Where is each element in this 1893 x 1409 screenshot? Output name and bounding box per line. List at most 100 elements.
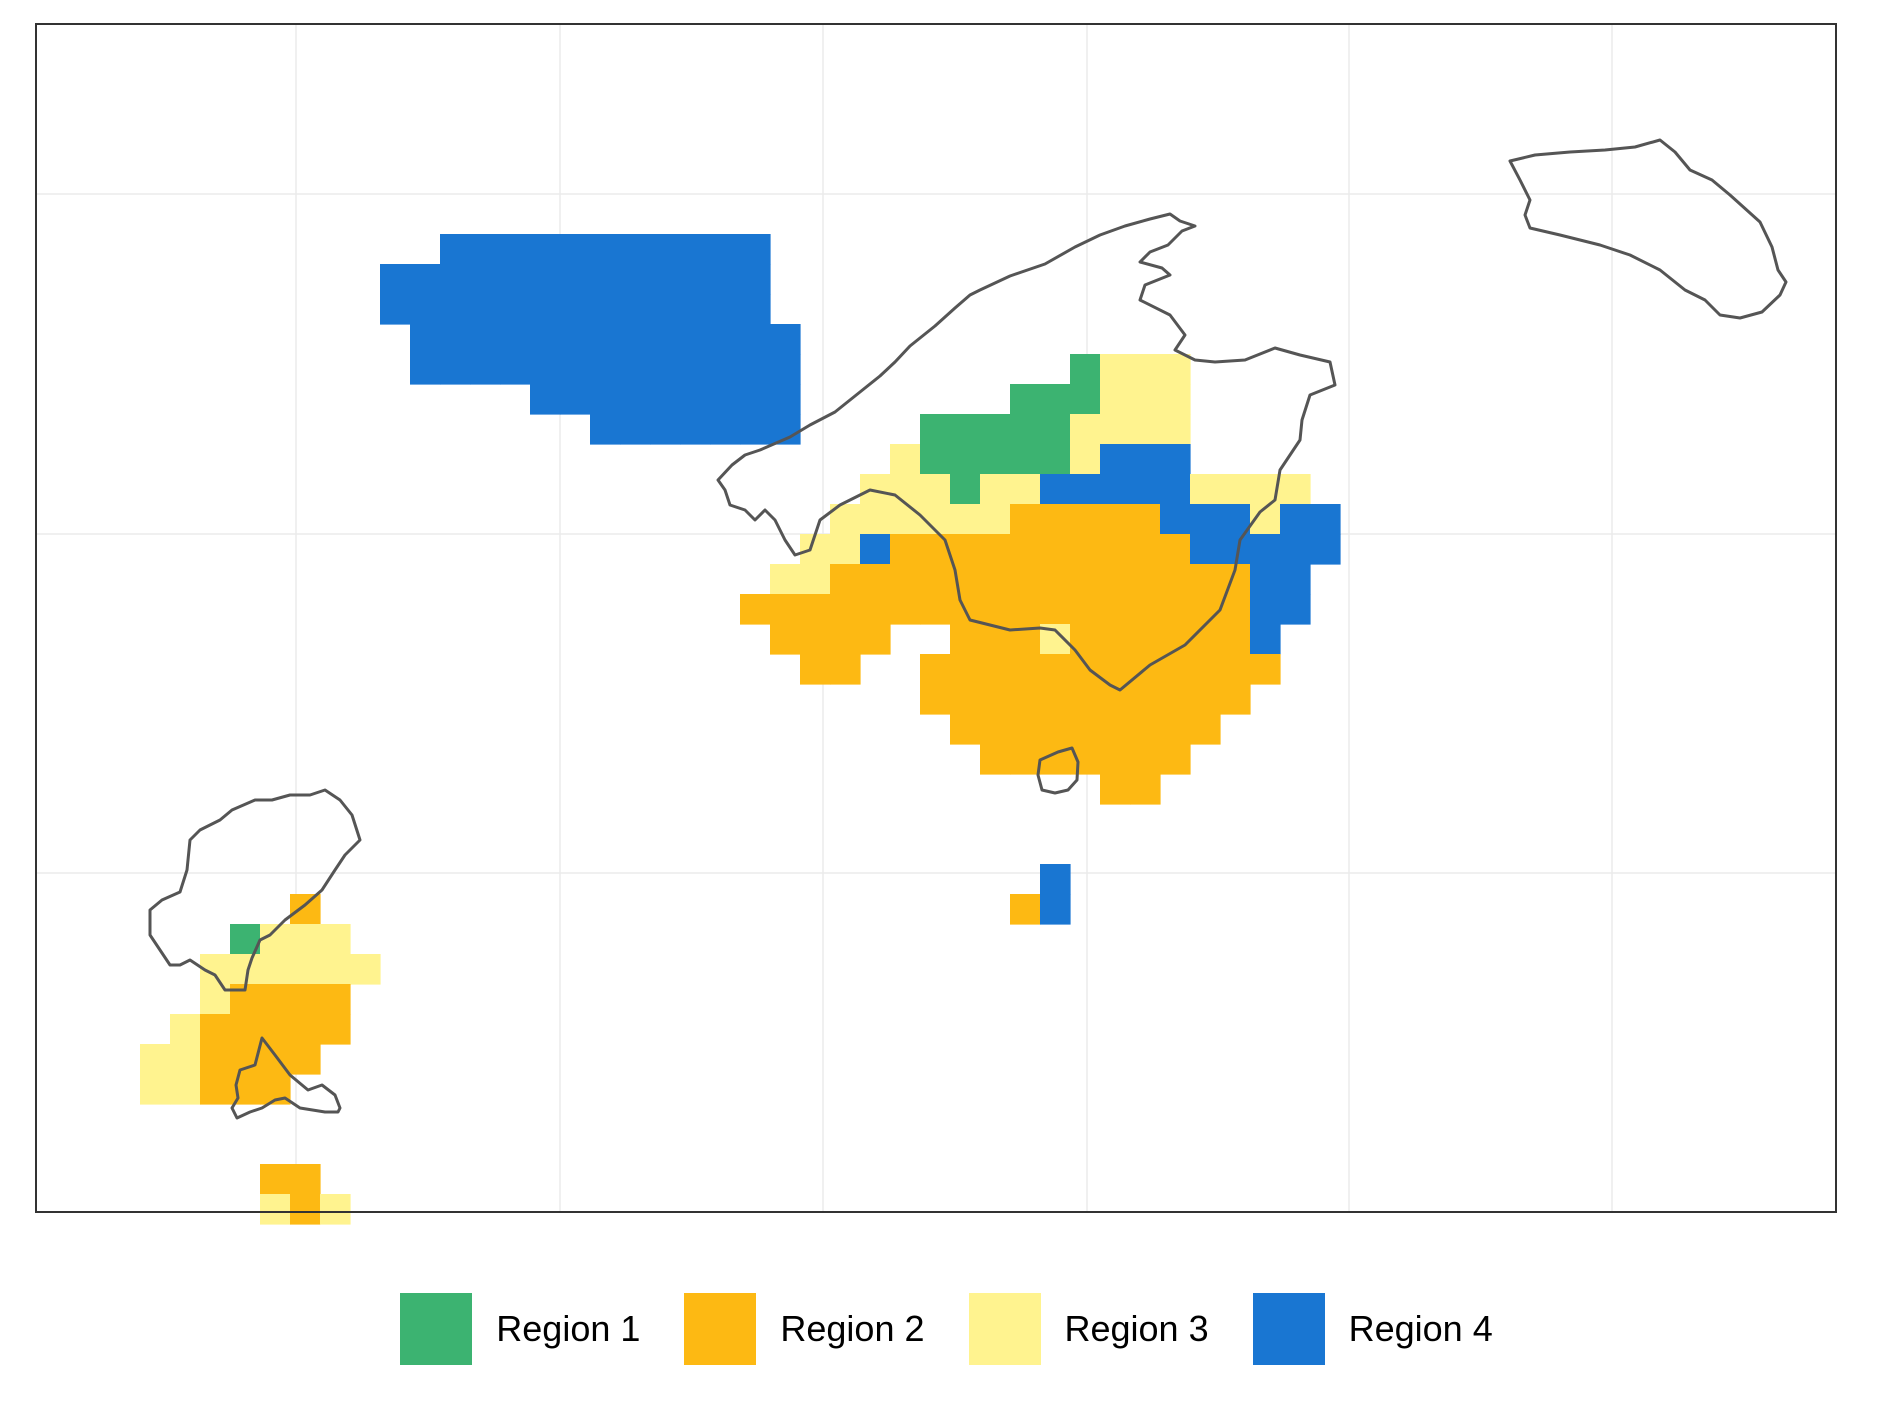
cell-region-4 (650, 324, 681, 355)
cell-region-4 (680, 234, 711, 265)
cell-region-4 (650, 234, 681, 265)
cell-region-4 (560, 264, 591, 295)
cell-region-4 (1280, 564, 1311, 595)
cell-region-4 (860, 534, 891, 565)
cell-region-4 (710, 324, 741, 355)
cell-region-2 (1160, 744, 1191, 775)
cell-region-4 (530, 354, 561, 385)
cell-region-2 (1130, 774, 1161, 805)
cell-region-4 (560, 354, 591, 385)
cell-region-4 (1250, 564, 1281, 595)
cell-region-2 (1190, 594, 1221, 625)
cell-region-3 (320, 924, 351, 955)
cell-region-4 (1100, 474, 1131, 505)
cell-region-2 (200, 1074, 231, 1105)
cell-region-2 (1070, 714, 1101, 745)
cell-region-2 (920, 564, 951, 595)
cell-region-2 (770, 594, 801, 625)
cell-region-4 (680, 324, 711, 355)
cell-region-4 (770, 354, 801, 385)
cell-region-1 (950, 414, 981, 445)
cell-region-4 (710, 294, 741, 325)
legend-key-region-2 (684, 1293, 757, 1365)
cell-region-4 (470, 264, 501, 295)
cell-region-2 (260, 984, 291, 1015)
panel-border (35, 23, 1837, 1213)
cell-region-4 (710, 384, 741, 415)
cell-region-3 (1130, 384, 1161, 415)
cell-region-3 (860, 474, 891, 505)
cell-region-2 (1010, 534, 1041, 565)
cell-region-4 (560, 234, 591, 265)
cell-region-4 (590, 324, 621, 355)
cell-region-3 (1100, 414, 1131, 445)
cell-region-2 (1190, 714, 1221, 745)
cell-region-4 (500, 294, 531, 325)
formentera-outline (230, 1036, 342, 1120)
cell-region-4 (530, 264, 561, 295)
cell-region-4 (1280, 534, 1311, 565)
cell-region-2 (1010, 654, 1041, 685)
cell-region-1 (1010, 444, 1041, 475)
cell-region-3 (1010, 474, 1041, 505)
cell-region-2 (950, 534, 981, 565)
cell-region-2 (260, 1164, 291, 1195)
cell-region-4 (1130, 444, 1161, 475)
cell-region-2 (770, 624, 801, 655)
cell-region-3 (350, 954, 381, 985)
cell-region-4 (740, 414, 771, 445)
cell-region-3 (140, 1044, 171, 1075)
cell-region-4 (1040, 474, 1071, 505)
cell-region-2 (290, 1164, 321, 1195)
cell-region-1 (1040, 414, 1071, 445)
cell-region-2 (920, 654, 951, 685)
cell-region-2 (1010, 564, 1041, 595)
cell-region-4 (440, 324, 471, 355)
cell-region-4 (410, 264, 441, 295)
cell-region-4 (1160, 444, 1191, 475)
cell-region-2 (830, 654, 861, 685)
cell-region-2 (890, 564, 921, 595)
cell-region-4 (590, 294, 621, 325)
cell-region-2 (1100, 594, 1131, 625)
cell-region-2 (1130, 564, 1161, 595)
cell-region-2 (1220, 624, 1251, 655)
cell-region-4 (620, 384, 651, 415)
cell-region-2 (260, 1014, 291, 1045)
cell-region-2 (1160, 654, 1191, 685)
cell-region-2 (800, 654, 831, 685)
cell-region-1 (950, 474, 981, 505)
cell-region-4 (680, 384, 711, 415)
cell-region-2 (1160, 594, 1191, 625)
cell-region-4 (470, 324, 501, 355)
cell-region-2 (1070, 684, 1101, 715)
cell-region-3 (290, 924, 321, 955)
cabrera-outline (1036, 746, 1080, 795)
cell-region-1 (1040, 444, 1071, 475)
cell-region-4 (1250, 534, 1281, 565)
cell-region-3 (890, 504, 921, 535)
cell-region-4 (1280, 594, 1311, 625)
cell-region-4 (530, 324, 561, 355)
cell-region-4 (710, 354, 741, 385)
cell-region-2 (200, 1044, 231, 1075)
cell-region-4 (740, 294, 771, 325)
cell-region-1 (920, 414, 951, 445)
cell-region-2 (1070, 594, 1101, 625)
cell-region-4 (440, 264, 471, 295)
cell-region-2 (1130, 714, 1161, 745)
cell-region-2 (1160, 534, 1191, 565)
raster-cells (140, 234, 1341, 1225)
cell-region-3 (980, 474, 1011, 505)
cell-region-4 (560, 324, 591, 355)
cell-region-3 (890, 474, 921, 505)
cell-region-4 (530, 294, 561, 325)
cell-region-3 (800, 564, 831, 595)
cell-region-2 (860, 594, 891, 625)
cell-region-2 (1190, 654, 1221, 685)
cell-region-2 (860, 564, 891, 595)
cell-region-2 (950, 624, 981, 655)
legend-key-region-3 (968, 1293, 1041, 1365)
cell-region-3 (800, 534, 831, 565)
cell-region-3 (170, 1074, 201, 1105)
